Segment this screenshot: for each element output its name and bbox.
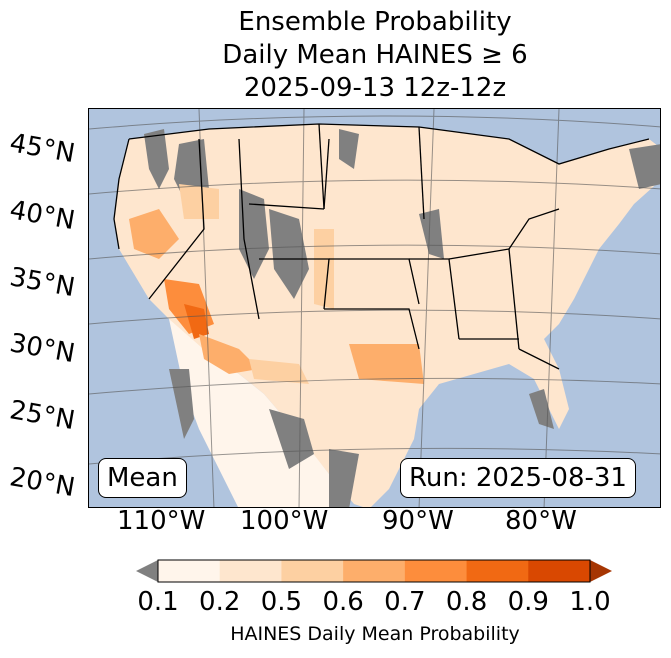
colorbar-segment: [219, 560, 282, 582]
colorbar-tick-label: 0.6: [322, 587, 364, 617]
colorbar-segment: [281, 560, 344, 582]
colorbar-tick-label: 0.2: [199, 587, 241, 617]
colorbar-segment: [343, 560, 406, 582]
graticule: [89, 109, 660, 507]
boundaries: [113, 123, 650, 370]
lon-label-90: 90°W: [382, 506, 454, 536]
probability-areas: [129, 184, 424, 384]
chart-title: Ensemble Probability Daily Mean HAINES ≥…: [0, 6, 671, 105]
title-line-1: Ensemble Probability: [238, 7, 512, 37]
colorbar-over-arrow: [590, 560, 612, 582]
colorbar-segment: [158, 560, 221, 582]
lon-label-100: 100°W: [240, 506, 329, 536]
colorbar-segment: [528, 560, 591, 582]
map-panel: [88, 108, 661, 508]
colorbar-tick-label: 0.8: [445, 587, 488, 617]
colorbar-tick-label: 0.9: [507, 587, 549, 617]
lon-label-110: 110°W: [117, 506, 206, 536]
colorbar-tick-label: 0.1: [137, 587, 179, 617]
run-label: Run: 2025-08-31: [400, 458, 636, 498]
lon-label-80: 80°W: [505, 506, 577, 536]
map-canvas: [89, 109, 660, 507]
colorbar-tick-label: 0.5: [260, 587, 303, 617]
title-line-3: 2025-09-13 12z-12z: [243, 73, 507, 103]
colorbar-label: HAINES Daily Mean Probability: [230, 623, 520, 645]
colorbar-tick-label: 1.0: [569, 587, 611, 617]
colorbar-segment: [466, 560, 529, 582]
title-line-2: Daily Mean HAINES ≥ 6: [222, 40, 528, 70]
colorbar-segment: [404, 560, 468, 582]
colorbar-segments: [158, 560, 591, 582]
stat-label: Mean: [98, 458, 187, 498]
colorbar-tick-label: 0.7: [384, 587, 426, 617]
colorbar-under-arrow: [136, 560, 158, 582]
